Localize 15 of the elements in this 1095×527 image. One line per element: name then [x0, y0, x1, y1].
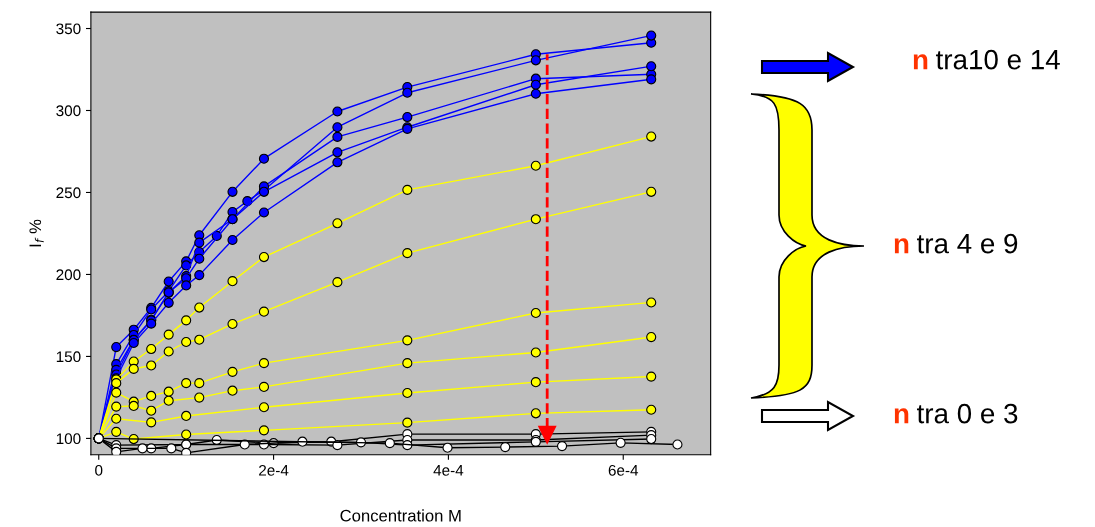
y-axis-title: I$_{f}$ %	[29, 219, 44, 247]
text: n tra10 e 14	[913, 49, 1060, 70]
text: n tra 4 e 9	[894, 233, 1018, 254]
x-tick-label: 6e-4	[608, 464, 639, 476]
y-tick-label: 350	[56, 23, 81, 35]
y-tick-label: 300	[56, 105, 81, 117]
x-axis-title: Concentration M	[340, 509, 461, 522]
y-tick-label: 150	[56, 351, 81, 363]
y-tick-label: 250	[56, 187, 81, 199]
x-tick-label: 4e-4	[433, 465, 464, 476]
y-tick-label: 100	[56, 433, 81, 445]
text: n tra 0 e 3	[894, 403, 1018, 424]
x-tick-label: 0	[95, 464, 103, 476]
y-tick-label: 200	[56, 269, 81, 281]
x-tick-label: 2e-4	[259, 464, 289, 476]
